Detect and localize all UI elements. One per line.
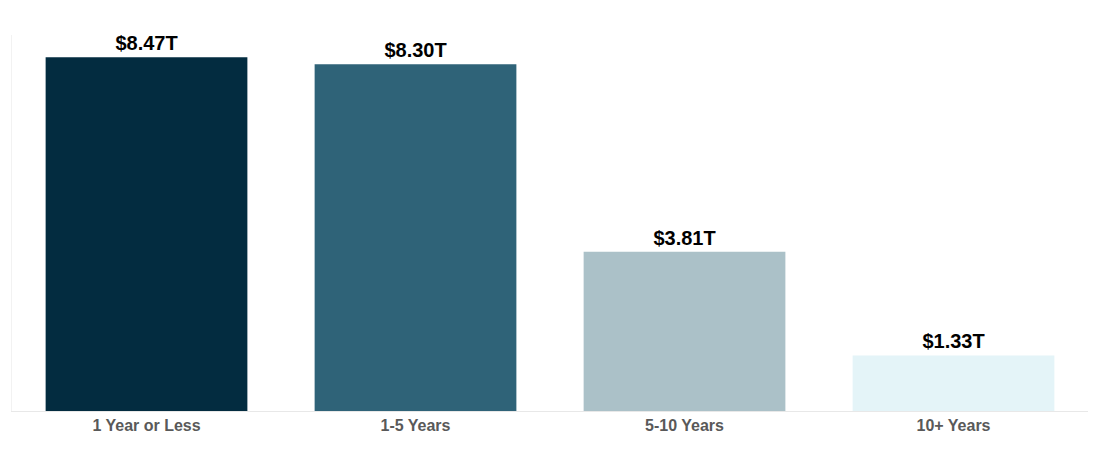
svg-text:5-10 Years: 5-10 Years (645, 417, 724, 434)
svg-text:10+ Years: 10+ Years (916, 417, 990, 434)
svg-text:$3.81T: $3.81T (653, 227, 715, 249)
svg-text:$1.33T: $1.33T (922, 330, 984, 352)
svg-text:1 Year or Less: 1 Year or Less (92, 417, 200, 434)
svg-text:$8.47T: $8.47T (115, 32, 177, 54)
svg-text:$8.30T: $8.30T (384, 39, 446, 61)
svg-text:1-5 Years: 1-5 Years (381, 417, 451, 434)
